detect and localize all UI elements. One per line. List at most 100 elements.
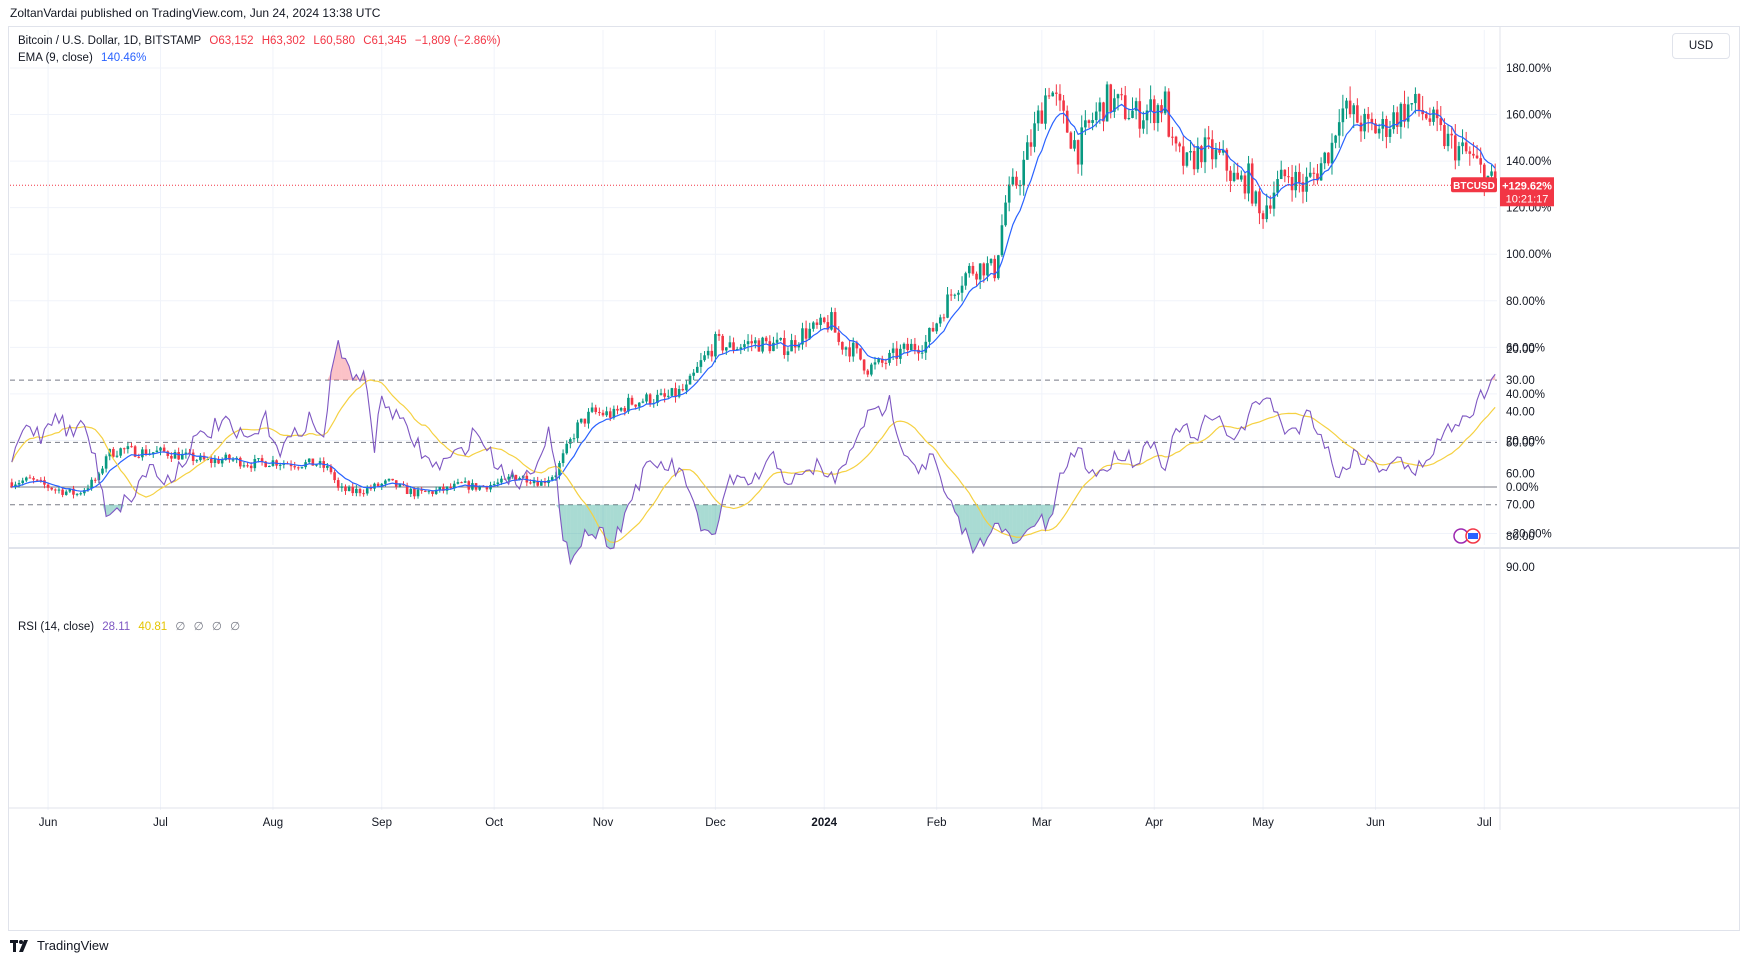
- rsi-overbought-fill: [1023, 504, 1028, 535]
- ema-label[interactable]: EMA (9, close): [18, 52, 93, 64]
- candle-body: [612, 408, 616, 418]
- candle-body: [213, 459, 217, 464]
- candle-body: [681, 388, 685, 391]
- rsi-overbought-fill: [1009, 504, 1013, 544]
- candle-body: [518, 477, 521, 480]
- candle-body: [122, 448, 126, 450]
- candle-body: [826, 322, 830, 330]
- candle-body: [750, 341, 753, 344]
- rsi-axis-label: 80.00: [1506, 531, 1535, 543]
- candle-body: [594, 407, 598, 413]
- candle-body: [68, 488, 72, 492]
- candle-body: [656, 394, 659, 403]
- candle-body: [507, 476, 510, 480]
- rsi-legend[interactable]: RSI (14, close) 28.11 40.81 ∅ ∅ ∅ ∅: [18, 619, 245, 633]
- candle-body: [841, 341, 844, 350]
- candle-body: [1091, 120, 1094, 123]
- candle-body: [616, 408, 619, 411]
- candle-body: [902, 343, 906, 349]
- candle-body: [104, 456, 108, 469]
- rsi-axis-label: 70.00: [1506, 500, 1535, 512]
- candle-body: [724, 347, 728, 351]
- candle-body: [960, 285, 964, 293]
- candle-body: [264, 461, 267, 468]
- candle-body: [844, 347, 848, 350]
- rsi-overbought-fill: [1012, 504, 1017, 544]
- candle-body: [1363, 113, 1366, 132]
- candle-body: [1007, 184, 1011, 203]
- rsi-overbought-fill: [617, 504, 622, 533]
- candle-body: [1254, 191, 1258, 204]
- main-series-legend[interactable]: Bitcoin / U.S. Dollar, 1D, BITSTAMP O63,…: [18, 35, 506, 47]
- candle-body: [1240, 175, 1243, 180]
- candle-body: [79, 493, 83, 495]
- candle-body: [924, 341, 928, 353]
- rsi-overbought-fill: [563, 504, 567, 543]
- candle-body: [46, 484, 50, 488]
- currency-button[interactable]: USD: [1672, 33, 1730, 59]
- price-badge: [1500, 177, 1554, 207]
- candle-body: [420, 489, 423, 491]
- candle-body: [1127, 117, 1131, 120]
- candle-body: [1203, 137, 1207, 163]
- candle-body: [478, 485, 481, 490]
- candle-body: [1218, 149, 1221, 153]
- candle-body: [1105, 84, 1109, 122]
- rsi-axis-label: 30.00: [1506, 375, 1535, 387]
- candle-body: [1410, 103, 1414, 105]
- candle-body: [405, 485, 409, 495]
- candle-body: [307, 458, 311, 463]
- candle-body: [920, 352, 924, 354]
- candle-body: [1453, 135, 1457, 161]
- rsi-overbought-fill: [1030, 504, 1035, 528]
- price-axis-label: 100.00%: [1506, 249, 1551, 261]
- rsi-label[interactable]: RSI (14, close): [18, 621, 95, 633]
- candle-body: [630, 397, 634, 405]
- rsi-extra-1: ∅: [175, 621, 186, 633]
- candle-body: [1414, 93, 1417, 104]
- rsi-oversold-fill: [1487, 379, 1492, 381]
- candle-body: [336, 480, 340, 488]
- rsi-overbought-fill: [958, 504, 963, 534]
- candle-body: [993, 258, 996, 279]
- rsi-overbought-fill: [1027, 504, 1031, 530]
- candle-body: [1084, 120, 1087, 128]
- candle-body: [1015, 176, 1018, 186]
- candle-body: [1029, 142, 1033, 147]
- rsi-ma-value: 40.81: [138, 621, 168, 633]
- rsi-overbought-fill: [602, 504, 607, 547]
- candle-body: [1022, 159, 1025, 186]
- candle-body: [1298, 171, 1301, 183]
- rsi-overbought-fill: [954, 504, 959, 517]
- ema-legend[interactable]: EMA (9, close) 140.46%: [18, 52, 151, 64]
- candle-body: [1069, 132, 1073, 149]
- candle-body: [1283, 169, 1287, 177]
- candle-body: [1232, 172, 1236, 181]
- rsi-overbought-fill: [1034, 504, 1039, 527]
- price-badge-countdown: 10:21:17: [1506, 193, 1549, 205]
- candle-body: [1421, 109, 1424, 115]
- candle-body: [1301, 182, 1305, 192]
- candle-body: [1461, 142, 1464, 147]
- ohlc-open: O63,152: [209, 35, 254, 47]
- candle-body: [14, 484, 17, 487]
- candle-body: [355, 488, 358, 494]
- tradingview-logo[interactable]: TradingView: [10, 938, 109, 953]
- candle-body: [1334, 135, 1337, 143]
- rsi-overbought-fill: [969, 504, 973, 553]
- rsi-overbought-fill: [700, 504, 705, 531]
- candle-body: [1403, 103, 1406, 122]
- candle-body: [93, 479, 97, 481]
- rsi-overbought-fill: [613, 504, 618, 548]
- candle-body: [975, 273, 978, 280]
- candle-body: [231, 459, 235, 461]
- candle-body: [786, 351, 790, 356]
- candle-body: [659, 393, 663, 395]
- candle-body: [1163, 91, 1167, 114]
- candle-body: [978, 263, 982, 280]
- candle-body: [906, 343, 909, 351]
- price-badge-value: +129.62%: [1502, 180, 1552, 192]
- candle-body: [170, 455, 173, 459]
- symbol-description[interactable]: Bitcoin / U.S. Dollar, 1D, BITSTAMP: [18, 35, 202, 47]
